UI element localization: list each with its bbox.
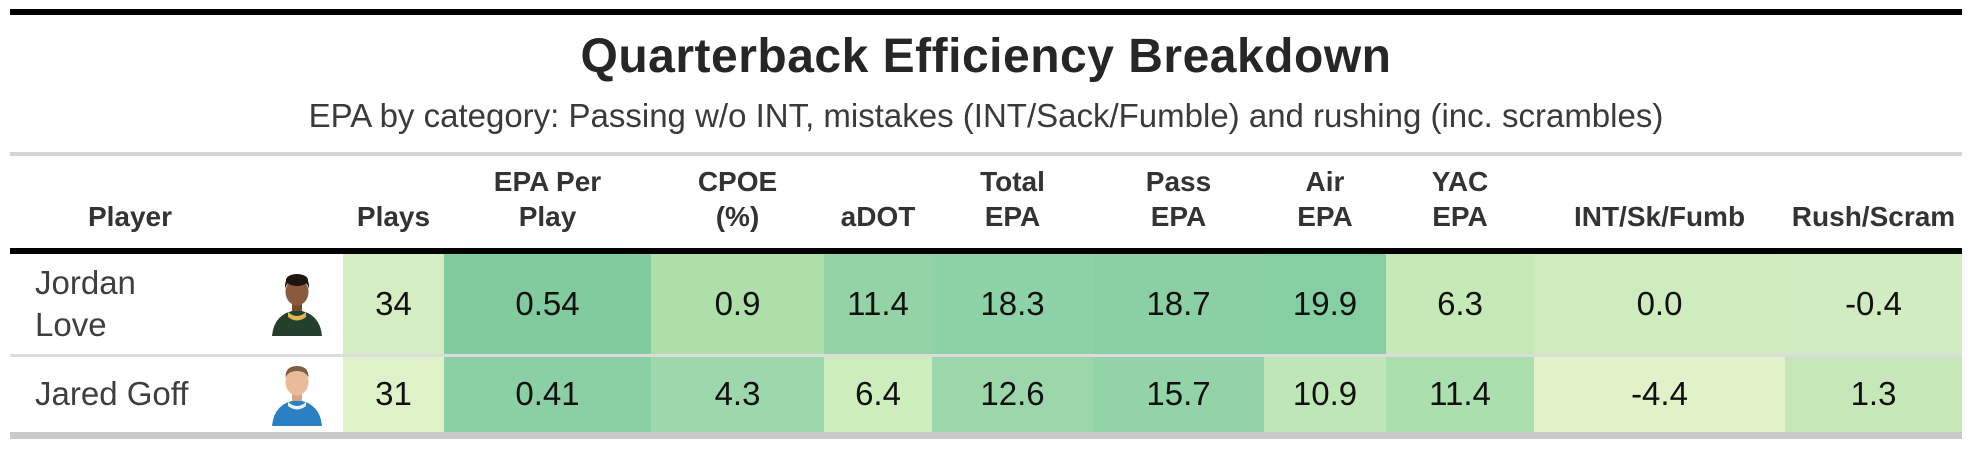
col-header-yac-epa: YAC EPA <box>1431 165 1489 232</box>
cell-epa-per-play: 0.41 <box>444 356 651 432</box>
jordan-love-headshot <box>250 253 343 354</box>
cell-rush-scram: 1.3 <box>1785 356 1962 432</box>
col-header-rush-scram: Rush/Scram <box>1791 200 1956 232</box>
table-row: Jared Goff 31 0.41 4.3 6.4 12.6 15.7 10.… <box>10 356 1962 439</box>
cell-cpoe: 0.9 <box>651 253 824 354</box>
col-header-adot: aDOT <box>840 200 916 232</box>
qb-efficiency-table: Quarterback Efficiency Breakdown EPA by … <box>10 9 1962 439</box>
cell-adot: 11.4 <box>824 253 932 354</box>
cell-plays: 34 <box>343 253 444 354</box>
jared-goff-headshot-icon <box>271 366 322 427</box>
page-subtitle: EPA by category: Passing w/o INT, mistak… <box>308 97 1664 135</box>
table-header-row: Player Plays EPA Per Play CPOE (%) aDOT … <box>10 151 1962 254</box>
cell-int-sk-fumb: 0.0 <box>1534 253 1785 354</box>
jordan-love-headshot-icon <box>271 273 322 336</box>
cell-plays: 31 <box>343 356 444 432</box>
cell-air-epa: 10.9 <box>1264 356 1386 432</box>
cell-total-epa: 18.3 <box>932 253 1093 354</box>
cell-air-epa: 19.9 <box>1264 253 1386 354</box>
player-name: Jordan Love <box>35 263 136 343</box>
cell-pass-epa: 15.7 <box>1093 356 1264 432</box>
player-name: Jared Goff <box>35 375 189 413</box>
cell-rush-scram: -0.4 <box>1785 253 1962 354</box>
jared-goff-headshot <box>250 356 343 432</box>
col-header-headshot <box>250 156 343 248</box>
cell-adot: 6.4 <box>824 356 932 432</box>
page-title: Quarterback Efficiency Breakdown <box>580 30 1392 83</box>
table-row: Jordan Love 34 0.54 0.9 11.4 18.3 18.7 1… <box>10 253 1962 357</box>
cell-epa-per-play: 0.54 <box>444 253 651 354</box>
col-header-plays: Plays <box>356 200 431 232</box>
col-header-cpoe: CPOE (%) <box>697 165 778 232</box>
col-header-pass-epa: Pass EPA <box>1145 165 1212 232</box>
col-header-player: Player <box>87 200 173 232</box>
cell-int-sk-fumb: -4.4 <box>1534 356 1785 432</box>
cell-yac-epa: 11.4 <box>1386 356 1534 432</box>
cell-cpoe: 4.3 <box>651 356 824 432</box>
cell-total-epa: 12.6 <box>932 356 1093 432</box>
col-header-int-sk-fumb: INT/Sk/Fumb <box>1573 200 1746 232</box>
col-header-air-epa: Air EPA <box>1297 165 1353 232</box>
cell-pass-epa: 18.7 <box>1093 253 1264 354</box>
col-header-epa-per-play: EPA Per Play <box>493 165 602 232</box>
col-header-total-epa: Total EPA <box>980 165 1045 232</box>
cell-yac-epa: 6.3 <box>1386 253 1534 354</box>
